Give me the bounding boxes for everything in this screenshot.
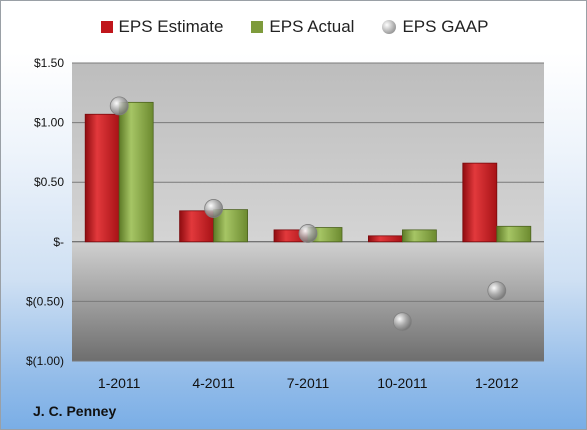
bar-eps-estimate bbox=[462, 162, 498, 243]
marker-eps-gaap bbox=[487, 281, 507, 301]
legend-swatch-gaap bbox=[382, 20, 397, 34]
legend-swatch-actual bbox=[251, 21, 264, 33]
bar-eps-actual bbox=[118, 101, 154, 243]
y-tick-label: $(0.50) bbox=[26, 294, 64, 308]
x-tick-label: 1-2011 bbox=[98, 375, 141, 391]
legend-swatch-estimate bbox=[100, 21, 113, 33]
legend-item-estimate: EPS Estimate bbox=[100, 17, 224, 37]
y-tick-label: $- bbox=[53, 235, 64, 249]
marker-eps-gaap bbox=[298, 224, 318, 243]
y-tick-label: $1.00 bbox=[34, 116, 64, 130]
y-tick-label: $1.50 bbox=[34, 56, 64, 70]
bar-eps-estimate bbox=[367, 235, 403, 243]
legend-label-estimate: EPS Estimate bbox=[118, 17, 224, 36]
marker-eps-gaap bbox=[109, 96, 129, 116]
y-tick-label: $(1.00) bbox=[26, 354, 64, 368]
legend-item-gaap: EPS GAAP bbox=[382, 17, 488, 37]
x-tick-label: 7-2011 bbox=[287, 375, 330, 391]
legend: EPS Estimate EPS Actual EPS GAAP bbox=[1, 17, 586, 37]
x-tick-label: 1-2012 bbox=[475, 375, 519, 391]
bar-eps-actual bbox=[401, 229, 437, 243]
marker-eps-gaap bbox=[392, 312, 412, 332]
legend-item-actual: EPS Actual bbox=[251, 17, 354, 37]
bar-eps-estimate bbox=[179, 210, 215, 243]
marker-eps-gaap bbox=[204, 199, 224, 218]
x-tick-label: 10-2011 bbox=[377, 375, 428, 391]
y-tick-label: $0.50 bbox=[34, 175, 64, 189]
legend-label-actual: EPS Actual bbox=[269, 17, 355, 36]
bar-eps-actual bbox=[496, 225, 532, 243]
bar-eps-estimate bbox=[84, 113, 120, 243]
company-name: J. C. Penney bbox=[33, 403, 117, 419]
x-tick-label: 4-2011 bbox=[192, 375, 235, 391]
legend-label-gaap: EPS GAAP bbox=[402, 17, 489, 36]
